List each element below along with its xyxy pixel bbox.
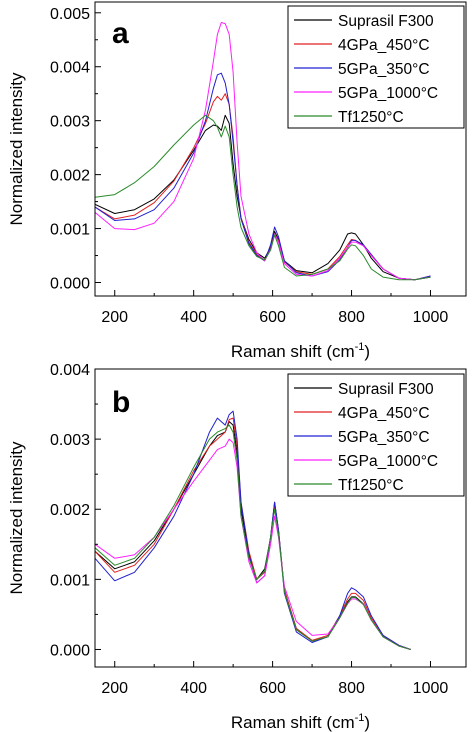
y-tick-label: 0.002 (50, 502, 90, 519)
series-line-5 (95, 114, 431, 281)
legend-label: Suprasil F300 (338, 13, 434, 30)
x-tick-label: 800 (338, 680, 365, 697)
y-tick-label: 0.004 (50, 60, 90, 77)
panel-label: b (112, 386, 130, 419)
x-tick-label: 600 (259, 680, 286, 697)
legend-box (287, 373, 465, 497)
y-axis-title: Normalized intensity (7, 72, 26, 226)
y-tick-label: 0.001 (50, 222, 90, 239)
legend-label: 4GPa_450°C (338, 405, 430, 422)
x-tick-label: 200 (101, 309, 128, 326)
x-axis-title: Raman shift (cm-1) (231, 341, 370, 361)
y-tick-label: 0.004 (50, 362, 90, 379)
y-tick-label: 0.005 (50, 6, 90, 23)
x-tick-label: 1000 (413, 309, 449, 326)
y-tick-label: 0.003 (50, 114, 90, 131)
x-tick-label: 400 (180, 680, 207, 697)
x-tick-label: 1000 (413, 680, 449, 697)
panel-a-chart: 200 400 600 800 1000 0.000 0.001 0.002 0.003 0.00… (7, 1, 467, 361)
y-axis-title: Normalized intensity (7, 441, 26, 595)
x-tick-label: 400 (180, 309, 207, 326)
y-tick-label: 0.000 (50, 642, 90, 659)
series-line-5 (95, 424, 411, 650)
legend-label: Tf1250°C (338, 477, 404, 494)
y-tick-label: 0.002 (50, 168, 90, 185)
plot-frame (94, 1, 467, 297)
legend-label: Tf1250°C (338, 109, 404, 126)
legend-box (287, 5, 465, 129)
x-tick-label: 800 (338, 309, 365, 326)
series-line-1 (95, 114, 431, 281)
series-line-4 (95, 438, 411, 650)
panel-b-chart: 200 400 600 800 1000 0.000 0.001 0.002 0.003 0.00… (7, 362, 467, 732)
legend: Suprasil F300 4GPa_450°C 5GPa_350°C 5GPa_10… (287, 5, 465, 129)
legend-label: 4GPa_450°C (338, 37, 430, 54)
y-tick-label: 0.003 (50, 432, 90, 449)
y-tick-label: 0.001 (50, 572, 90, 589)
x-tick-label: 200 (101, 680, 128, 697)
legend-label: Suprasil F300 (338, 381, 434, 398)
legend-label: 5GPa_1000°C (338, 453, 438, 470)
y-tick-label: 0.000 (50, 276, 90, 293)
series-line-4 (95, 22, 431, 281)
legend-label: 5GPa_1000°C (338, 85, 438, 102)
legend-label: 5GPa_350°C (338, 429, 430, 446)
x-axis-title: Raman shift (cm-1) (231, 712, 370, 732)
plot-frame (94, 368, 467, 668)
legend-label: 5GPa_350°C (338, 61, 430, 78)
x-tick-label: 600 (259, 309, 286, 326)
legend: Suprasil F300 4GPa_450°C 5GPa_350°C 5GPa_10… (287, 373, 465, 497)
panel-label: a (112, 17, 129, 50)
